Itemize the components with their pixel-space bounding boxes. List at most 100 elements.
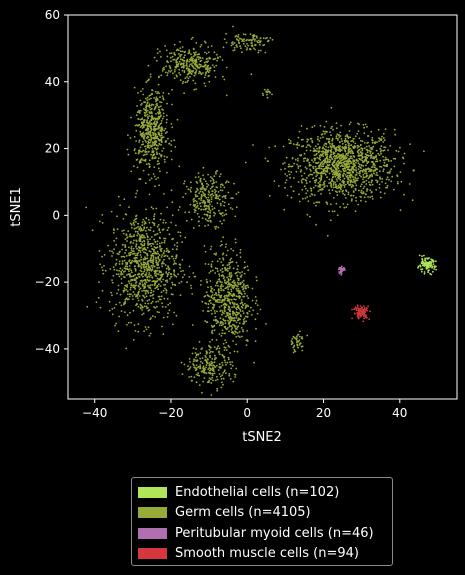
data-point — [379, 150, 382, 153]
data-point — [185, 219, 188, 222]
data-point — [218, 194, 221, 197]
data-point — [243, 40, 245, 43]
data-point — [141, 134, 144, 137]
data-point — [197, 372, 200, 375]
data-point — [387, 171, 390, 174]
data-point — [200, 72, 203, 75]
data-point — [237, 191, 240, 194]
data-point — [209, 356, 212, 359]
data-point — [206, 351, 209, 354]
data-point — [236, 313, 239, 316]
data-point — [259, 49, 262, 52]
data-point — [238, 312, 241, 314]
data-point — [158, 162, 161, 165]
data-point — [151, 269, 154, 271]
data-point — [144, 251, 147, 254]
data-point — [209, 214, 212, 217]
data-point — [393, 188, 395, 191]
data-point — [128, 252, 130, 255]
data-point — [112, 232, 115, 234]
data-point — [125, 213, 128, 216]
data-point — [377, 128, 380, 131]
data-point — [206, 219, 209, 222]
data-point — [319, 156, 321, 159]
data-point — [117, 288, 120, 291]
data-point — [227, 327, 229, 329]
data-point — [357, 145, 360, 148]
data-point — [135, 243, 138, 246]
data-point — [168, 233, 171, 236]
data-point — [139, 226, 142, 229]
data-point — [134, 268, 137, 271]
data-point — [184, 54, 186, 57]
data-point — [357, 317, 360, 320]
data-point — [127, 280, 130, 283]
data-point — [153, 144, 156, 147]
data-point — [373, 156, 375, 158]
data-point — [111, 281, 114, 284]
data-point — [164, 221, 167, 224]
data-point — [225, 94, 228, 97]
data-point — [162, 92, 165, 94]
data-point — [138, 141, 141, 143]
data-point — [175, 74, 178, 77]
data-point — [382, 168, 385, 171]
data-point — [355, 169, 357, 172]
data-point — [155, 280, 157, 283]
data-point — [356, 304, 359, 307]
data-point — [150, 125, 153, 128]
data-point — [97, 297, 100, 299]
data-point — [335, 148, 337, 151]
data-point — [156, 250, 159, 253]
data-point — [164, 71, 167, 74]
data-point — [130, 241, 132, 243]
data-point — [189, 203, 192, 206]
data-point — [354, 135, 357, 138]
data-point — [136, 166, 139, 169]
data-point — [129, 233, 132, 236]
data-point — [123, 198, 126, 201]
data-point — [192, 199, 195, 201]
data-point — [148, 299, 151, 301]
data-point — [166, 60, 169, 62]
data-point — [347, 149, 350, 152]
data-point — [146, 113, 149, 116]
data-point — [213, 296, 216, 299]
data-point — [152, 207, 155, 210]
data-point — [349, 121, 352, 124]
data-point — [158, 259, 161, 262]
data-point — [371, 195, 374, 198]
data-point — [236, 268, 239, 271]
data-point — [306, 177, 308, 179]
data-point — [209, 248, 212, 251]
data-point — [203, 65, 206, 68]
data-point — [240, 299, 243, 301]
data-point — [336, 214, 339, 217]
data-point — [309, 173, 311, 176]
data-point — [210, 263, 213, 266]
data-point — [314, 184, 317, 187]
data-point — [232, 331, 235, 334]
data-point — [319, 158, 322, 161]
data-point — [142, 248, 145, 251]
data-point — [178, 206, 181, 208]
data-point — [175, 61, 178, 64]
data-point — [209, 219, 212, 222]
data-point — [219, 317, 222, 320]
legend-label: Smooth muscle cells (n=94) — [175, 546, 359, 562]
data-point — [420, 270, 423, 273]
data-point — [208, 191, 211, 194]
data-point — [192, 227, 195, 229]
data-point — [160, 295, 163, 298]
data-point — [147, 219, 150, 221]
data-point — [218, 333, 221, 335]
data-point — [219, 202, 222, 205]
data-point — [165, 272, 168, 274]
data-point — [183, 66, 185, 68]
data-point — [361, 140, 364, 143]
data-point — [198, 341, 201, 343]
data-point — [138, 149, 141, 152]
data-point — [178, 60, 181, 63]
data-point — [186, 81, 189, 83]
data-point — [198, 374, 201, 377]
